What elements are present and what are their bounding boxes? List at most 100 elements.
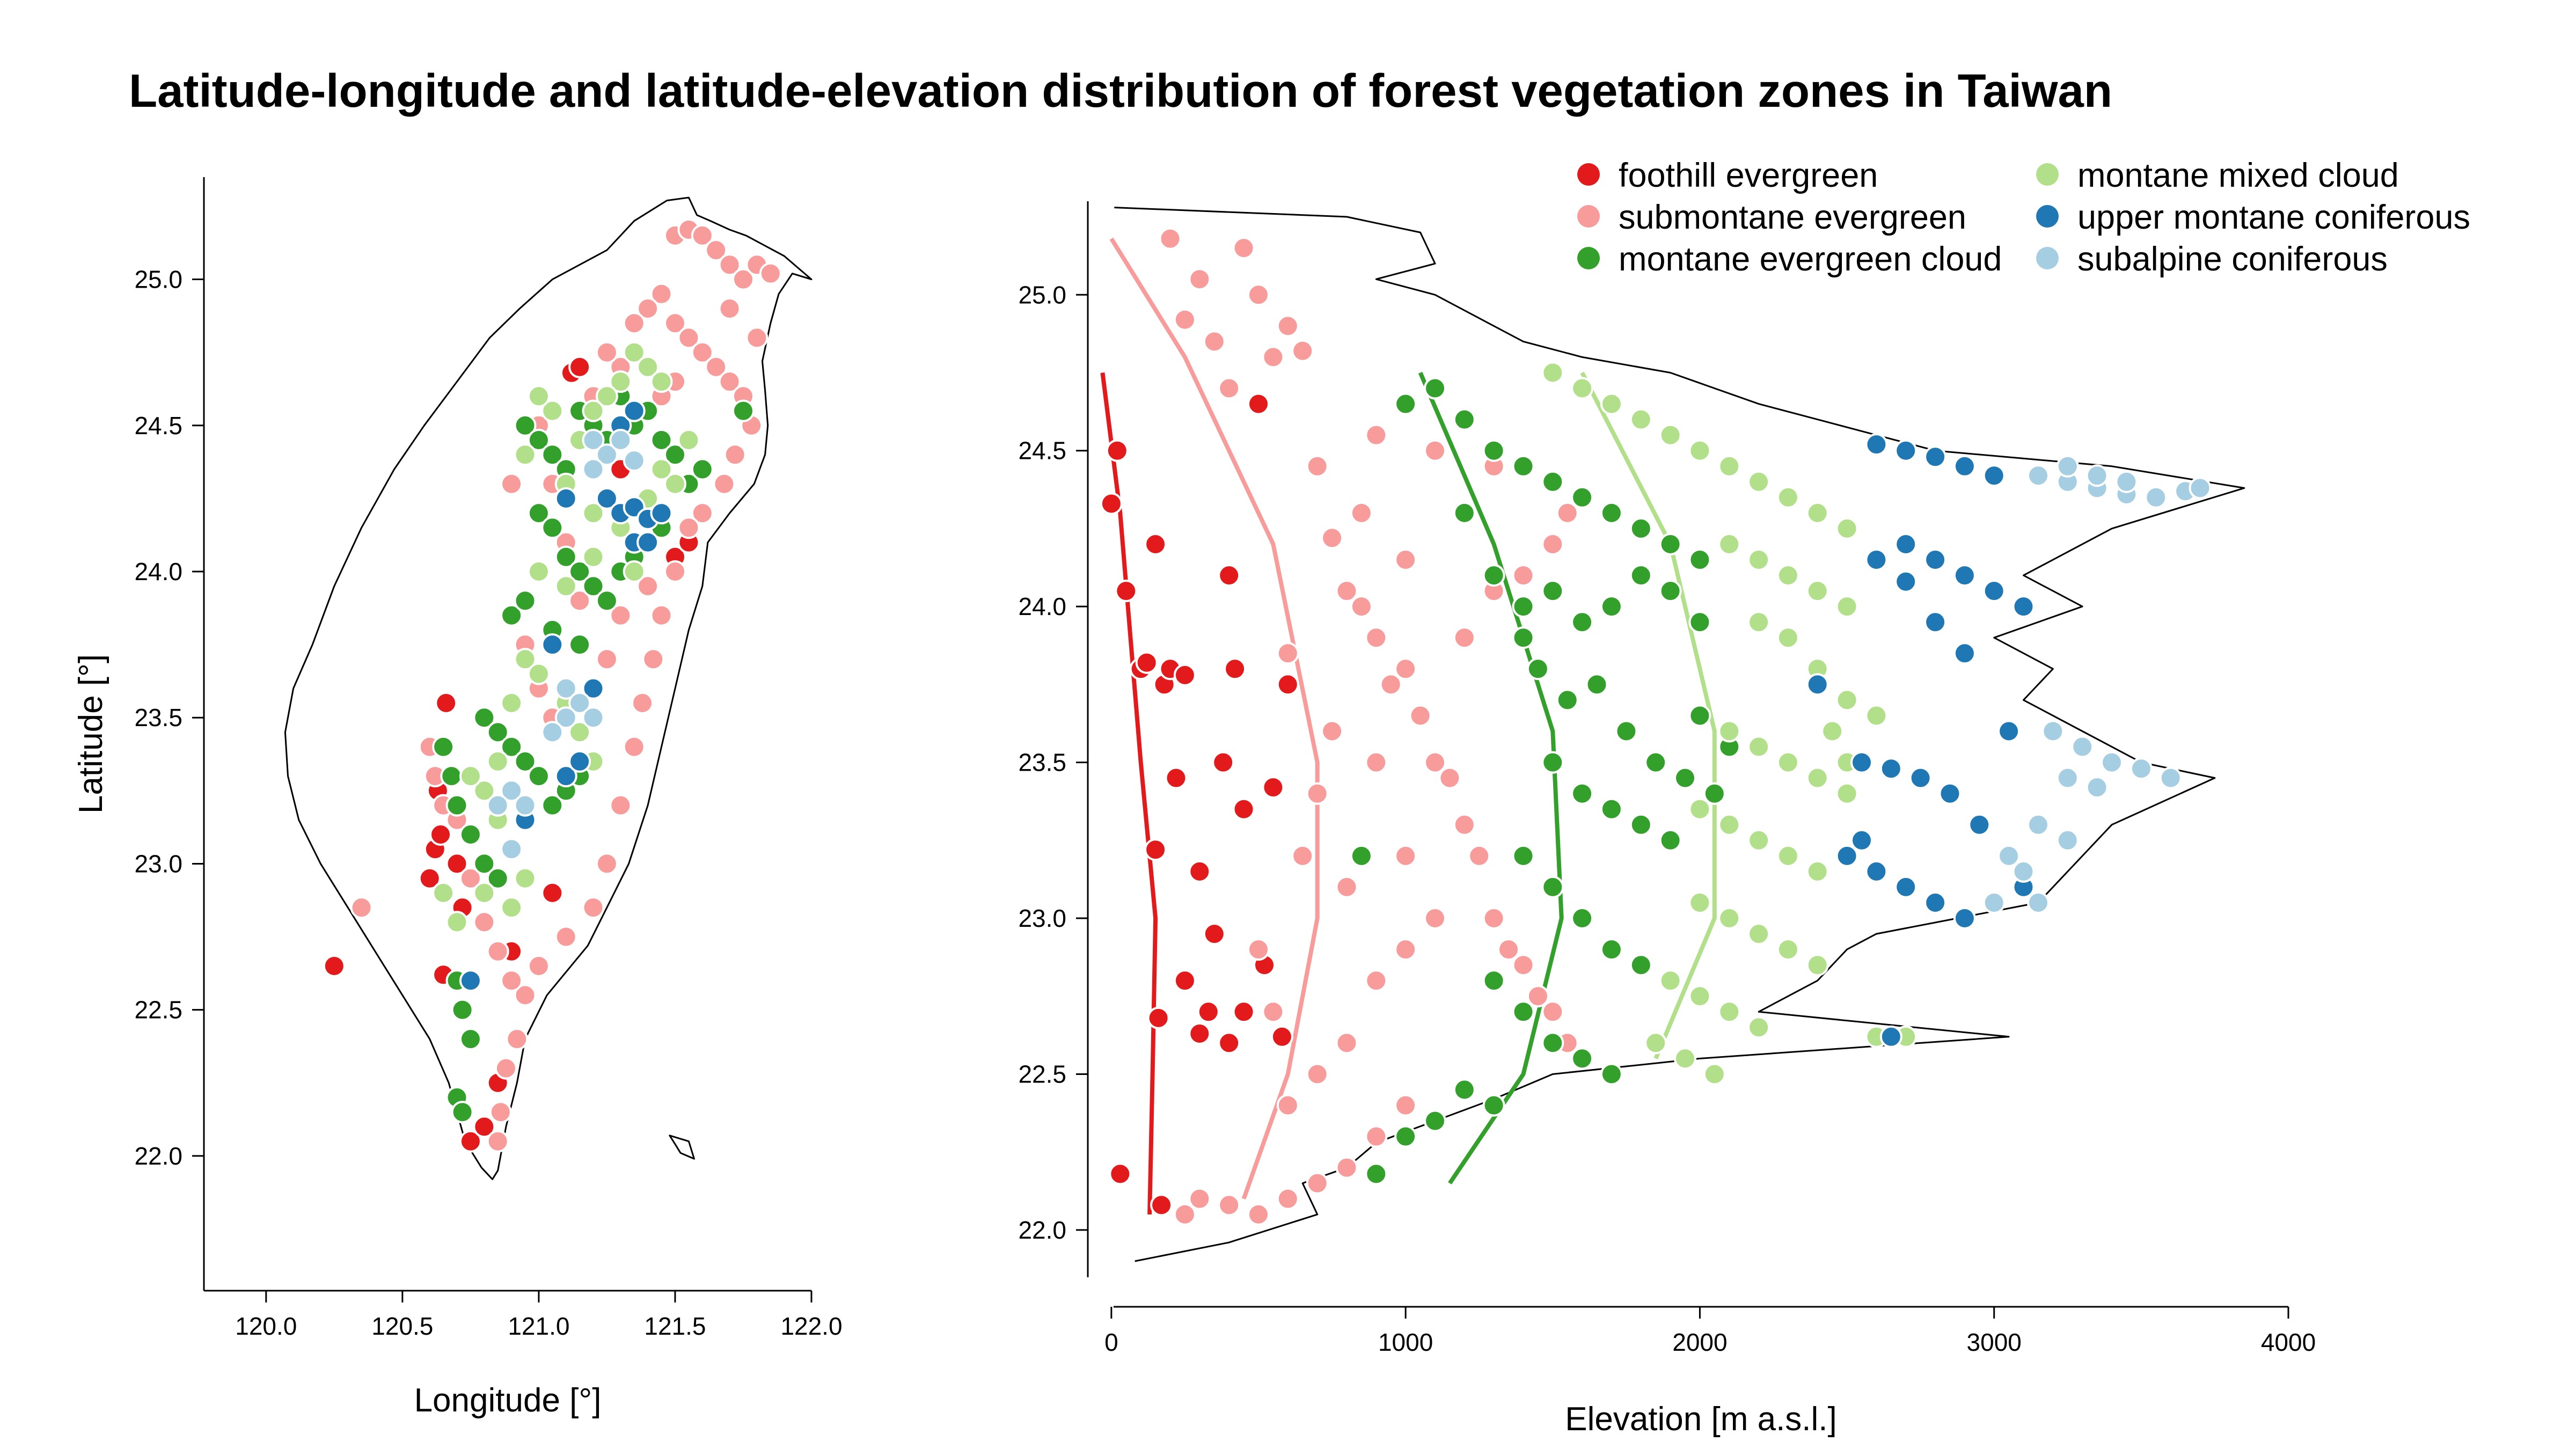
elev-point-subalpine-coniferous [2189,477,2212,500]
trend-line-montane-mixed-cloud [1580,371,1717,1059]
map-point-montane-evergreen-cloud [500,604,523,627]
elev-point-submontane-evergreen [1556,501,1579,524]
map-point-montane-evergreen-cloud [691,458,714,481]
elev-point-foothill-evergreen [1188,860,1211,883]
map-point-montane-mixed-cloud [609,370,632,393]
map-point-montane-mixed-cloud [582,502,605,525]
map-point-montane-evergreen-cloud [554,545,577,568]
elev-point-montane-mixed-cloud [1776,626,1799,649]
elev-point-foothill-evergreen [1218,1031,1241,1055]
elev-point-montane-evergreen-cloud [1556,689,1579,712]
elev-point-montane-evergreen-cloud [1453,501,1476,524]
elev-point-montane-mixed-cloud [1835,689,1858,712]
elev-point-foothill-evergreen [1232,1000,1255,1023]
elev-point-montane-mixed-cloud [1718,1000,1741,1023]
elev-point-montane-evergreen-cloud [1482,439,1505,462]
map-point-montane-evergreen-cloud [664,443,686,466]
map-point-montane-mixed-cloud [677,429,700,451]
elev-point-montane-evergreen-cloud [1350,844,1373,867]
elev-point-montane-mixed-cloud [1806,860,1829,883]
elev-point-montane-evergreen-cloud [1644,751,1667,774]
elev-point-montane-mixed-cloud [1718,813,1741,836]
elev-point-submontane-evergreen [1409,704,1432,727]
elev-point-foothill-evergreen [1262,776,1285,799]
map-point-subalpine-coniferous [514,794,537,817]
elev-point-montane-mixed-cloud [1747,829,1770,852]
elev-point-montane-mixed-cloud [1629,408,1652,431]
map-series-submontane-evergreen [350,218,782,1153]
map-point-submontane-evergreen [636,297,660,320]
elev-point-submontane-evergreen [1350,501,1373,524]
elev-point-submontane-evergreen [1335,1156,1358,1179]
elevation-panel: 0 1000 2000 3000 4000 22.0 22.5 23.0 23.5 24.0 24.… [1018,201,2316,1438]
elev-point-submontane-evergreen [1218,1194,1241,1217]
map-point-subalpine-coniferous [554,706,577,729]
elev-point-foothill-evergreen [1109,1162,1132,1185]
map-point-submontane-evergreen [568,589,591,612]
map-point-montane-evergreen-cloud [432,735,455,758]
map-point-montane-evergreen-cloud [500,735,523,758]
elev-point-submontane-evergreen [1394,548,1417,571]
elev-point-montane-mixed-cloud [1688,439,1711,462]
elev-point-upper-montane-coniferous [1968,813,1991,836]
elev-point-montane-mixed-cloud [1776,751,1799,774]
elev-point-upper-montane-coniferous [1865,433,1888,456]
elev-point-submontane-evergreen [1350,595,1373,618]
map-point-montane-mixed-cloud [650,458,673,481]
map-point-submontane-evergreen [723,443,747,466]
elev-point-submontane-evergreen [1306,1063,1329,1086]
map-point-montane-evergreen-cloud [440,765,463,788]
elev-point-submontane-evergreen [1512,954,1535,977]
map-point-montane-evergreen-cloud [514,589,537,612]
elev-point-submontane-evergreen [1424,439,1446,462]
elev-point-submontane-evergreen [1526,985,1549,1008]
elev-point-subalpine-coniferous [2101,751,2123,774]
elev-point-montane-mixed-cloud [1659,423,1682,447]
elev-point-submontane-evergreen [1321,526,1344,550]
elev-x-tick-label: 2000 [1672,1328,1727,1356]
map-point-foothill-evergreen [445,852,469,875]
map-point-submontane-evergreen [745,326,769,349]
map-point-submontane-evergreen [582,896,605,919]
legend-marker [1577,247,1600,269]
map-point-montane-mixed-cloud [541,399,564,422]
map-point-submontane-evergreen [631,692,654,714]
legend-label: foothill evergreen [1619,157,1878,194]
map-point-submontane-evergreen [642,648,665,671]
elev-point-montane-mixed-cloud [1747,611,1770,634]
map-point-submontane-evergreen [514,984,537,1007]
elev-point-montane-mixed-cloud [1571,377,1594,400]
map-point-submontane-evergreen [486,1130,509,1153]
elev-point-submontane-evergreen [1335,580,1358,603]
elev-point-foothill-evergreen [1173,663,1196,686]
map-point-upper-montane-coniferous [554,765,577,788]
map-point-submontane-evergreen [595,341,618,364]
elev-point-submontane-evergreen [1321,720,1344,743]
elev-point-montane-evergreen-cloud [1512,844,1535,867]
elev-point-submontane-evergreen [1424,751,1446,774]
elev-point-montane-mixed-cloud [1644,1031,1667,1055]
elev-point-foothill-evergreen [1218,564,1241,587]
elev-point-upper-montane-coniferous [1924,548,1947,571]
elev-point-upper-montane-coniferous [1879,1025,1902,1048]
elev-point-upper-montane-coniferous [1982,580,2006,603]
elev-point-upper-montane-coniferous [1835,844,1858,867]
legend-item-submontane-evergreen: submontane evergreen [1577,199,1966,236]
elev-point-subalpine-coniferous [2056,766,2079,789]
elev-point-subalpine-coniferous [2041,720,2065,743]
map-point-montane-evergreen-cloud [445,794,469,817]
elev-point-submontane-evergreen [1541,1000,1564,1023]
map-point-submontane-evergreen [527,955,550,977]
elev-point-montane-evergreen-cloud [1453,408,1476,431]
map-x-tick-label: 120.0 [235,1312,297,1340]
elev-point-submontane-evergreen [1276,1187,1299,1210]
elev-point-submontane-evergreen [1424,907,1446,930]
map-point-montane-evergreen-cloud [486,721,509,744]
map-y-tick-label: 24.5 [134,412,182,440]
elev-point-montane-mixed-cloud [1703,1063,1726,1086]
map-point-submontane-evergreen [677,326,700,349]
trend-line-montane-evergreen-cloud [1418,371,1564,1185]
map-point-montane-evergreen-cloud [486,867,509,890]
legend: foothill evergreen submontane evergreen mo… [1577,157,2470,278]
map-series-foothill-evergreen [323,355,714,1153]
